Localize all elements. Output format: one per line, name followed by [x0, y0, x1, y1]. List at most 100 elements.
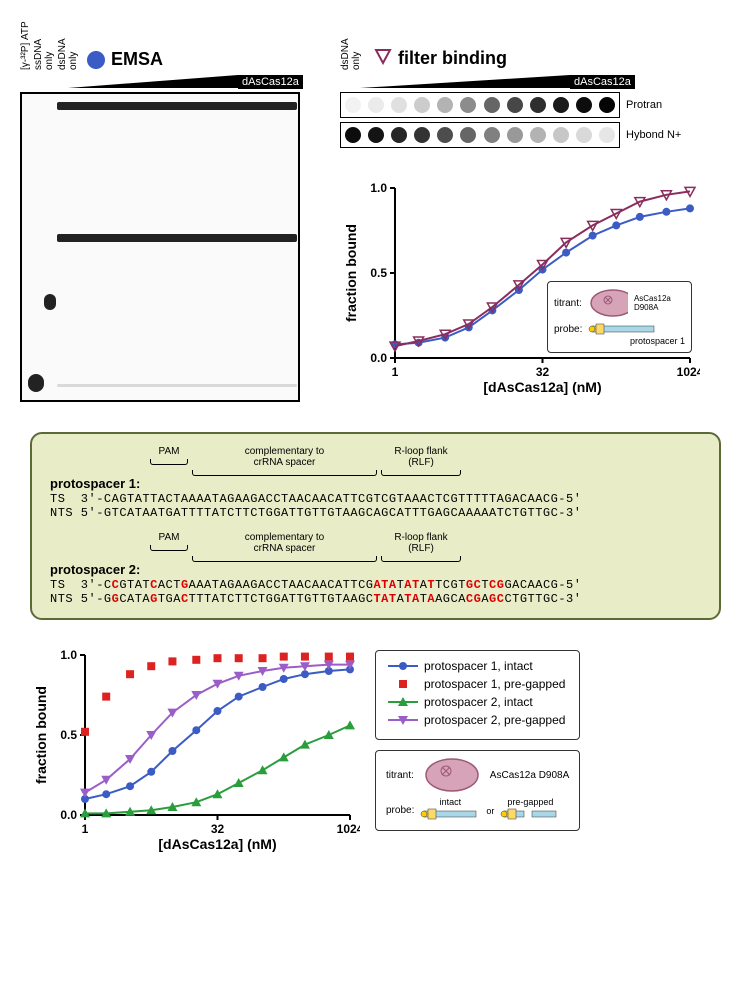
emsa-title: EMSA — [87, 49, 163, 70]
lane-label-ds: dsDNA only — [57, 20, 79, 70]
legend-label: protospacer 1, intact — [424, 659, 533, 673]
emsa-marker-icon — [87, 51, 105, 69]
blot-dot — [437, 97, 453, 113]
legend-row: protospacer 1, pre-gapped — [388, 677, 567, 691]
filter-header: dsDNA only filter binding — [340, 10, 720, 70]
legend-row: protospacer 2, pre-gapped — [388, 713, 567, 727]
bottom-right: protospacer 1, intact protospacer 1, pre-… — [375, 645, 580, 855]
svg-text:0.5: 0.5 — [60, 728, 77, 742]
svg-text:fraction bound: fraction bound — [343, 224, 359, 322]
ps1-nts: NTS 5'-GTCATAATGATTTTATCTTCTGGATTGTTGTAA… — [50, 506, 701, 520]
blot-dot — [391, 97, 407, 113]
or-label: or — [486, 806, 494, 816]
blot-dot — [460, 127, 476, 143]
filter-wedge: dAsCas12a — [360, 75, 720, 89]
svg-text:1.0: 1.0 — [370, 181, 387, 195]
svg-text:0.5: 0.5 — [370, 266, 387, 280]
chart2-inset: titrant: AsCas12a D908A probe: intact — [375, 750, 580, 831]
svg-text:1.0: 1.0 — [60, 648, 77, 662]
probe-intact-icon — [420, 807, 480, 821]
svg-text:fraction bound: fraction bound — [33, 686, 49, 784]
legend-row: protospacer 2, intact — [388, 695, 567, 709]
emsa-gel — [20, 92, 300, 402]
ps2-nts: NTS 5'-GGCATAGTGACTTTATCTTCTGGATTGTTGTAA… — [50, 592, 701, 606]
blot-dot — [507, 97, 523, 113]
filter-blots: Protran Hybond N+ — [340, 92, 720, 148]
blot-strip — [340, 122, 620, 148]
ps1-block: PAM complementary tocrRNA spacer R-loop … — [50, 446, 701, 520]
blot-row: Protran — [340, 92, 720, 118]
blot-row: Hybond N+ — [340, 122, 720, 148]
filter-title: filter binding — [374, 47, 507, 70]
sequence-box: PAM complementary tocrRNA spacer R-loop … — [30, 432, 721, 620]
blot-dot — [576, 97, 592, 113]
blot-dot — [414, 127, 430, 143]
legend-label: protospacer 2, intact — [424, 695, 533, 709]
ps1-ts: TS 3'-CAGTATTACTAAAATAGAAGACCTAACAACATTC… — [50, 492, 701, 506]
blot-dot — [414, 97, 430, 113]
blot-label: Hybond N+ — [626, 129, 681, 141]
emsa-title-text: EMSA — [111, 49, 163, 70]
blot-dot — [437, 127, 453, 143]
svg-text:32: 32 — [536, 365, 550, 379]
blot-strip — [340, 92, 620, 118]
lane-label-ss: ssDNA only — [33, 20, 55, 70]
legend-marker — [388, 713, 418, 727]
cas-icon — [422, 757, 482, 793]
svg-text:0.0: 0.0 — [60, 808, 77, 822]
blot-dot — [599, 97, 615, 113]
ps2-block: PAM complementary tocrRNA spacer R-loop … — [50, 532, 701, 606]
blot-dot — [507, 127, 523, 143]
wedge-icon — [68, 75, 238, 89]
legend-marker — [388, 695, 418, 709]
legend-marker — [388, 677, 418, 691]
svg-text:[dAsCas12a] (nM): [dAsCas12a] (nM) — [483, 379, 601, 395]
blot-dot — [345, 127, 361, 143]
inset2-probe-label: probe: — [386, 805, 414, 816]
blot-dot — [599, 127, 615, 143]
blot-dot — [553, 127, 569, 143]
filter-lane-label: dsDNA only — [340, 20, 362, 70]
svg-text:1: 1 — [392, 365, 399, 379]
blot-dot — [368, 97, 384, 113]
emsa-panel: [γ-³²P] ATP ssDNA only dsDNA only EMSA d… — [20, 10, 320, 402]
inset-probe-label: probe: — [554, 324, 582, 335]
top-section: [γ-³²P] ATP ssDNA only dsDNA only EMSA d… — [0, 0, 751, 412]
legend-label: protospacer 1, pre-gapped — [424, 677, 565, 691]
legend-row: protospacer 1, intact — [388, 659, 567, 673]
svg-text:0.0: 0.0 — [370, 351, 387, 365]
chart2: 0.00.51.01321024fraction bound[dAsCas12a… — [30, 645, 360, 855]
bottom-section: 0.00.51.01321024fraction bound[dAsCas12a… — [0, 640, 751, 860]
blot-dot — [484, 127, 500, 143]
ps2-label: protospacer 2: — [50, 562, 140, 577]
blot-dot — [391, 127, 407, 143]
inset2-titrant-label: titrant: — [386, 770, 414, 781]
filter-title-text: filter binding — [398, 48, 507, 69]
svg-text:32: 32 — [211, 822, 225, 836]
blot-dot — [345, 97, 361, 113]
blot-dot — [460, 97, 476, 113]
inset-titrant-text: AsCas12a D908A — [634, 294, 685, 312]
blot-dot — [553, 97, 569, 113]
svg-text:[dAsCas12a] (nM): [dAsCas12a] (nM) — [158, 836, 276, 852]
chart2-svg: 0.00.51.01321024fraction bound[dAsCas12a… — [30, 645, 360, 855]
chart1: 0.0 0.5 1.0 1 32 1024 fraction bound [dAsCas12a… — [340, 178, 700, 398]
svg-text:1024: 1024 — [677, 365, 700, 379]
chart1-inset: titrant: AsCas12a D908A probe: — [547, 281, 692, 353]
svg-text:1: 1 — [82, 822, 89, 836]
inset-probe-text: protospacer 1 — [554, 336, 685, 346]
wedge-icon — [360, 75, 570, 89]
inset2-titrant-text: AsCas12a D908A — [490, 770, 570, 781]
emsa-lane-labels: [γ-³²P] ATP ssDNA only dsDNA only — [20, 20, 79, 70]
probe-gapped-icon — [500, 807, 560, 821]
filter-marker-icon — [374, 47, 392, 70]
filter-wedge-label: dAsCas12a — [570, 75, 635, 89]
blot-dot — [530, 127, 546, 143]
chart2-legend: protospacer 1, intact protospacer 1, pre-… — [375, 650, 580, 740]
ps1-label: protospacer 1: — [50, 476, 140, 491]
emsa-header: [γ-³²P] ATP ssDNA only dsDNA only EMSA — [20, 10, 320, 70]
emsa-wedge: dAsCas12a — [68, 75, 320, 89]
probe-icon — [588, 322, 658, 336]
cas-icon — [588, 288, 628, 318]
inset-titrant-label: titrant: — [554, 298, 582, 309]
